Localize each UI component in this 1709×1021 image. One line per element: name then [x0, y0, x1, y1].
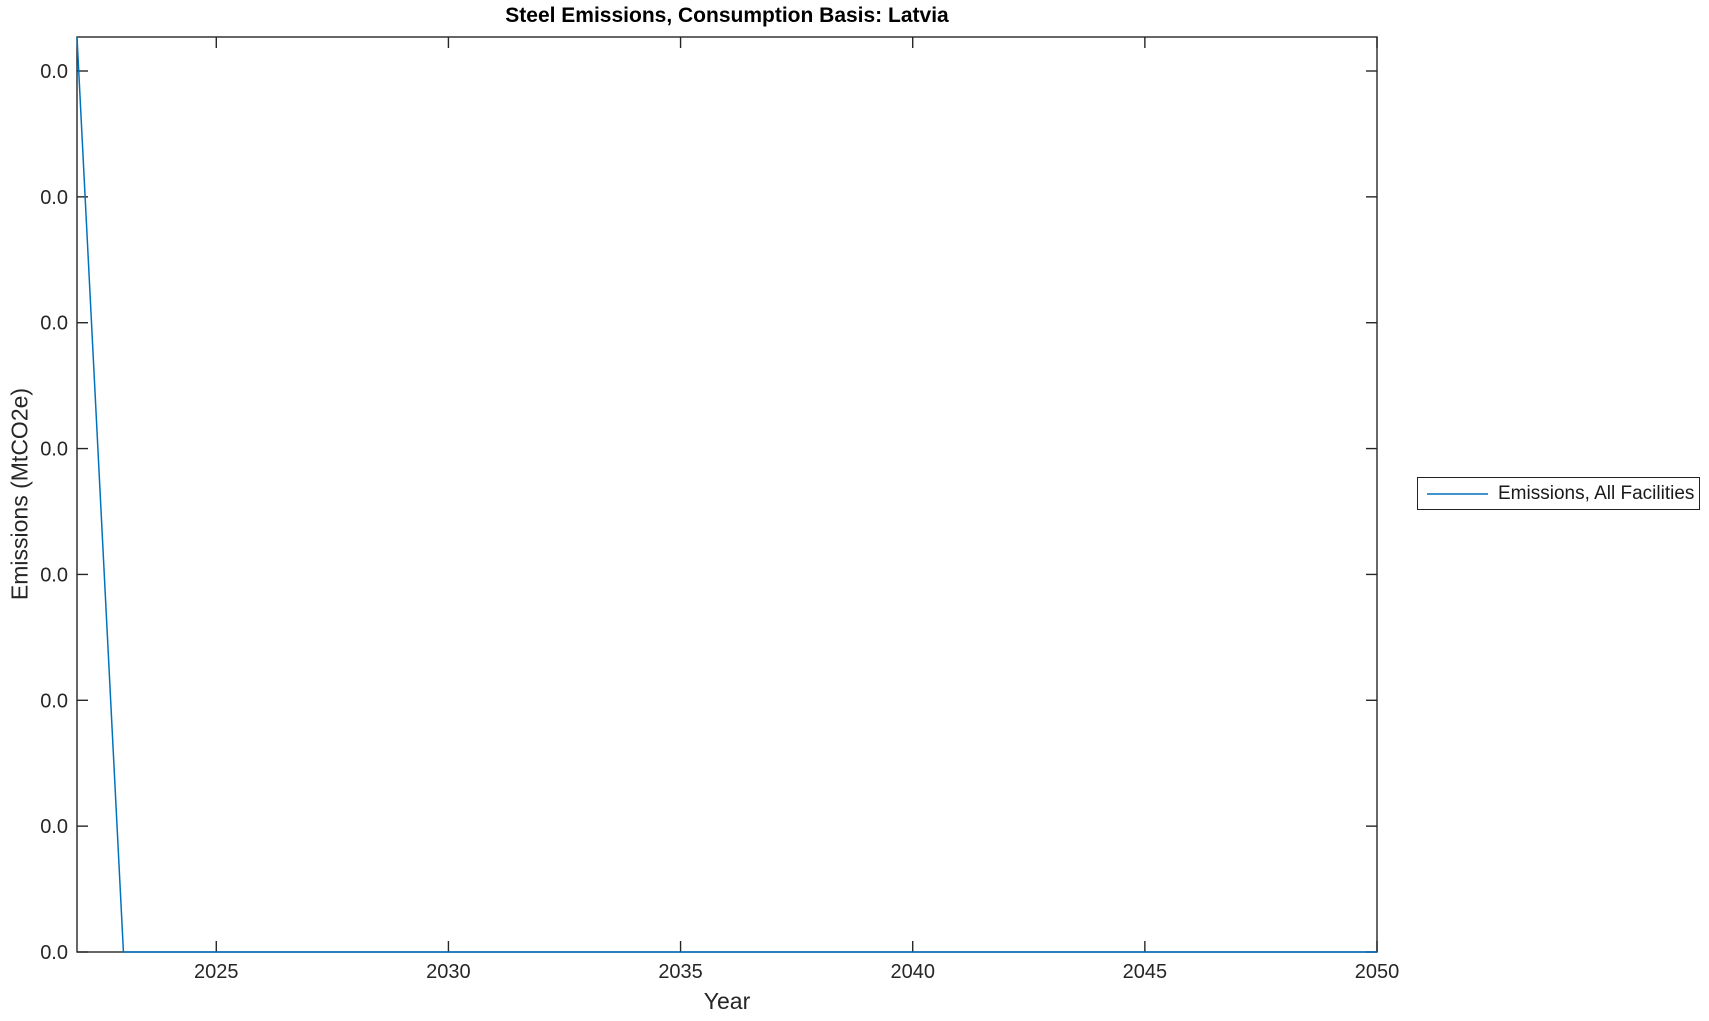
y-tick-label: 0.0	[40, 187, 68, 209]
chart-title: Steel Emissions, Consumption Basis: Latv…	[505, 4, 949, 27]
x-tick-label: 2050	[1355, 961, 1400, 983]
y-tick-label: 0.0	[40, 61, 68, 83]
x-tick-label: 2025	[194, 961, 239, 983]
y-tick-label: 0.0	[40, 439, 68, 461]
y-tick-label: 0.0	[40, 690, 68, 712]
legend-line-sample	[1427, 492, 1488, 495]
series-line	[76, 36, 1377, 953]
y-tick-label: 0.0	[40, 313, 68, 335]
y-tick-label: 0.0	[40, 564, 68, 586]
y-tick-label: 0.0	[40, 816, 68, 838]
legend: Emissions, All Facilities	[1417, 477, 1700, 510]
legend-entry-label: Emissions, All Facilities	[1498, 482, 1695, 504]
y-axis-label: Emissions (MtCO2e)	[6, 387, 33, 601]
x-tick-label: 2040	[890, 961, 935, 983]
x-tick-label: 2045	[1123, 961, 1168, 983]
x-tick-label: 2035	[658, 961, 703, 983]
x-axis-label: Year	[703, 988, 751, 1014]
x-tick-label: 2030	[426, 961, 471, 983]
y-tick-label: 0.0	[40, 942, 68, 964]
axes-box	[76, 36, 1378, 953]
